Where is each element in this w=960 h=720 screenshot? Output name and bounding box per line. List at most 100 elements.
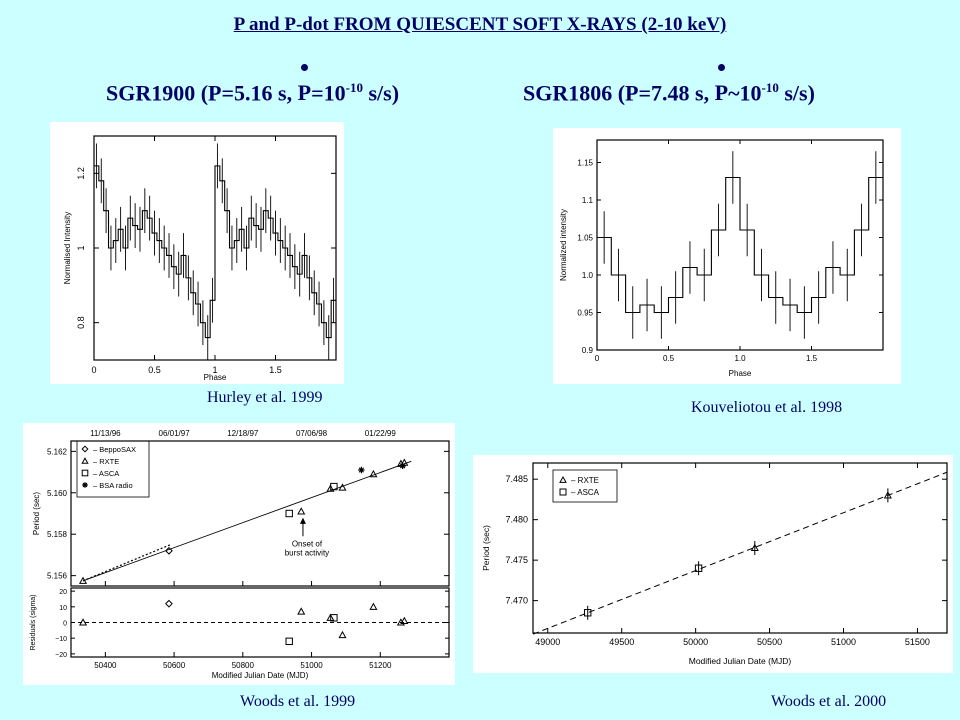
y-tick-label: 1.2 xyxy=(76,167,86,180)
period-point xyxy=(165,546,173,555)
residual-point xyxy=(285,637,293,646)
y-tick-label: 7.485 xyxy=(505,474,528,484)
woods1999-period-chart: 50400 50600 50800 51000 51200 5.156 5.158 5.160… xyxy=(30,429,450,680)
y-tick-label: −10 xyxy=(55,636,67,643)
period-point xyxy=(326,484,335,492)
period-point xyxy=(694,564,703,572)
period-point xyxy=(369,469,378,478)
woods1999-panel: 50400 50600 50800 51000 51200 5.156 5.158 5.160… xyxy=(23,423,455,685)
y-tick-label: 7.475 xyxy=(505,555,528,565)
citation-hurley: Hurley et al. 1999 xyxy=(207,389,323,406)
legend-marker xyxy=(81,457,89,464)
sgr1900-heading: SGR1900 (P=5.16 s, P=10-10 s/s) xyxy=(106,64,399,106)
y-tick-label: 1.1 xyxy=(582,196,594,205)
x-tick-label: 1.0 xyxy=(734,354,746,363)
legend-marker xyxy=(559,475,567,483)
top-date-label: 07/06/98 xyxy=(296,429,328,438)
x-tick-label: 51000 xyxy=(831,637,856,647)
y-tick-label: 5.158 xyxy=(47,530,68,539)
citation-kouveliotou: Kouveliotou et al. 1998 xyxy=(691,399,843,416)
sgr1806-p-symbol: P xyxy=(714,80,729,106)
slide-title: P and P-dot FROM QUIESCENT SOFT X-RAYS (… xyxy=(233,14,727,35)
citation-woods1999: Woods et al. 1999 xyxy=(240,693,356,710)
x-tick-label: 50000 xyxy=(683,637,708,647)
x-tick-label: 51500 xyxy=(905,637,930,647)
y-tick-label: 7.470 xyxy=(505,596,528,606)
dotted-extrapolation xyxy=(82,544,171,582)
period-point xyxy=(750,543,759,552)
period-frame xyxy=(70,440,450,587)
citation-woods2000: Woods et al. 2000 xyxy=(771,693,887,710)
legend-marker xyxy=(81,445,89,453)
legend-box xyxy=(552,469,618,503)
sgr1900-p-symbol: P xyxy=(297,80,312,106)
x-tick-label: 1 xyxy=(212,365,217,375)
x-tick-label: 50400 xyxy=(94,661,117,670)
legend-marker xyxy=(82,482,88,488)
period-point xyxy=(330,482,338,491)
residual-point xyxy=(165,599,173,608)
x-tick-label: 0 xyxy=(91,365,96,375)
period-point xyxy=(285,509,293,518)
top-date-label: 01/22/99 xyxy=(365,429,397,438)
y-tick-label: 5.156 xyxy=(47,572,68,581)
y-tick-label: 1.05 xyxy=(577,234,593,243)
y-axis-label: Normalized intensity xyxy=(559,209,568,281)
period-point xyxy=(78,576,88,584)
residual-point xyxy=(297,607,306,615)
x-tick-label: 51000 xyxy=(300,661,323,670)
plot-frame xyxy=(532,462,948,634)
legend-entry: – BSA radio xyxy=(93,481,133,490)
y-tick-label: 7.480 xyxy=(505,515,528,525)
y-tick-label: 5.162 xyxy=(47,447,68,456)
residual-point xyxy=(396,618,405,626)
period-point xyxy=(883,491,892,499)
period-point xyxy=(297,507,306,515)
sgr1806-exponent: -10 xyxy=(761,80,779,95)
sgr1900-pdot-value: =10 xyxy=(311,80,346,106)
top-date-label: 06/01/97 xyxy=(159,429,191,438)
sgr1806-unit: s/s) xyxy=(778,80,815,106)
legend-marker xyxy=(81,469,89,477)
x-tick-label: 51200 xyxy=(369,661,392,670)
legend-entry: – ASCA xyxy=(571,488,600,497)
y-axis-label: Normalised Intensity xyxy=(63,212,72,284)
y-tick-label: 0.95 xyxy=(577,309,593,318)
period-point xyxy=(358,466,365,474)
period-point xyxy=(338,483,347,491)
residual-point xyxy=(338,630,347,639)
period-point xyxy=(584,609,592,617)
y-tick-label: 0.9 xyxy=(582,346,594,355)
top-date-label: 12/18/97 xyxy=(227,429,259,438)
x-tick-label: 50600 xyxy=(163,661,186,670)
woods2000-panel: 49000 49500 50000 50500 51000 51500 7.470 7.475… xyxy=(473,455,953,673)
y-tick-label: 5.160 xyxy=(47,489,68,498)
legend-entry: – ASCA xyxy=(93,469,119,478)
x-tick-label: 50800 xyxy=(232,661,255,670)
residual-axis-label: Residuals (sigma) xyxy=(30,594,37,650)
x-tick-label: 1.5 xyxy=(806,354,818,363)
pdot-dot-icon xyxy=(300,64,308,72)
x-tick-label: 0.5 xyxy=(148,365,161,375)
y-tick-label: −20 xyxy=(55,652,67,659)
sgr1900-pdot: P xyxy=(297,64,312,106)
kouveliotou-panel: 0 0.5 1.0 1.5 0.9 0.95 1.0 1.05 1.1 1.15 Phase Norm… xyxy=(553,128,901,384)
sgr1806-pdot: P xyxy=(714,64,729,106)
x-axis-label: Phase xyxy=(204,373,227,382)
x-axis-label: Modified Julian Date (MJD) xyxy=(212,671,309,680)
sgr1900-exponent: -10 xyxy=(345,80,363,95)
sgr1806-heading: SGR1806 (P=7.48 s, P~10-10 s/s) xyxy=(523,64,815,106)
annotation-text: Onset of xyxy=(292,539,323,548)
legend-entry: – BeppoSAX xyxy=(93,445,136,454)
y-tick-label: 1.0 xyxy=(582,271,594,280)
y-tick-label: 10 xyxy=(59,605,67,612)
woods2000-period-chart: 49000 49500 50000 50500 51000 51500 7.470 7.475… xyxy=(481,462,948,666)
x-axis-label: Phase xyxy=(729,369,752,378)
sgr1806-pre: SGR1806 (P=7.48 s, xyxy=(523,80,715,106)
y-tick-label: 1 xyxy=(76,245,86,250)
y-tick-label: 0.8 xyxy=(76,316,86,329)
top-date-label: 11/13/96 xyxy=(90,429,121,438)
hurley-pulse-chart: 0 0.5 1 1.5 0.8 1 1.2 Phase Normalised Intensity xyxy=(63,135,337,382)
legend-box xyxy=(76,440,150,498)
period-point xyxy=(399,462,406,470)
